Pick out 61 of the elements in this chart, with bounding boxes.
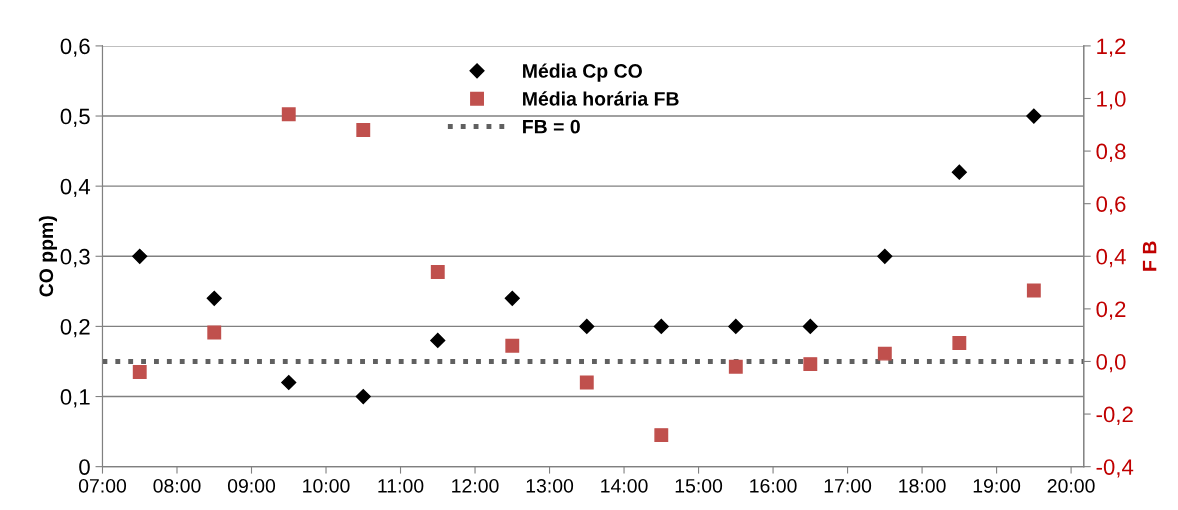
x-tick-label: 07:00	[78, 478, 127, 493]
x-tick-label: 15:00	[675, 478, 723, 493]
y2-tick-label: 0,2	[1096, 301, 1126, 320]
point	[877, 346, 892, 361]
point	[728, 318, 744, 334]
point	[281, 107, 296, 122]
point	[206, 290, 222, 306]
x-tick-label: 11:00	[378, 478, 424, 493]
y-axis-title: CO ppm)	[38, 216, 58, 297]
point	[207, 325, 222, 340]
x-tick-label: 18:00	[899, 478, 946, 493]
y-tick-label: 0,5	[60, 108, 90, 127]
point	[356, 123, 371, 137]
point	[802, 318, 818, 334]
x-tick-label: 09:00	[227, 478, 276, 493]
y2-tick-label: 0,8	[1096, 143, 1126, 162]
point	[505, 338, 520, 353]
legend-label: FB = 0	[523, 119, 580, 134]
y2-tick-label: -0,2	[1096, 406, 1133, 425]
point	[430, 265, 445, 279]
x-tick-label: 12:00	[452, 478, 499, 493]
y2-axis-title: F B	[1142, 241, 1157, 271]
point	[355, 388, 371, 405]
y-tick-label: 0,6	[60, 38, 90, 57]
legend-label: Média Cp CO	[523, 63, 642, 82]
point	[1026, 108, 1042, 124]
y-tick-label: 0,1	[60, 389, 90, 408]
point	[1026, 283, 1041, 298]
point	[281, 374, 297, 391]
y-tick-label: 0,2	[60, 318, 90, 338]
point	[877, 248, 893, 264]
x-tick-label: 08:00	[153, 478, 201, 493]
y2-tick-label: 0,6	[1096, 196, 1126, 215]
y2-tick-label: 0,4	[1096, 248, 1126, 268]
y-tick-label: 0,4	[60, 178, 91, 198]
y-tick-label: 0	[79, 459, 90, 475]
x-tick-label: 16:00	[750, 478, 797, 493]
point	[803, 357, 818, 372]
x-tick-label: 20:00	[1047, 478, 1095, 493]
point	[952, 336, 967, 350]
x-tick-label: 19:00	[973, 478, 1021, 493]
y2-tick-label: 1,0	[1097, 91, 1126, 110]
y2-tick-label: 0,0	[1096, 354, 1126, 373]
point	[728, 359, 743, 374]
point	[579, 318, 595, 334]
x-tick-label: 14:00	[601, 478, 648, 493]
y2-tick-label: 1,2	[1097, 38, 1126, 57]
point	[504, 290, 520, 306]
point	[430, 332, 446, 348]
x-tick-label: 13:00	[526, 478, 574, 493]
legend-label: Média horária FB	[523, 91, 679, 106]
x-tick-label: 17:00	[824, 478, 872, 493]
y-tick-label: 0,3	[60, 248, 90, 268]
point	[579, 375, 594, 390]
point	[951, 164, 967, 180]
x-tick-label: 10:00	[303, 478, 350, 493]
point	[132, 248, 148, 264]
point	[653, 318, 669, 334]
y2-tick-label: -0,4	[1096, 459, 1134, 478]
point	[132, 365, 147, 379]
point	[654, 428, 669, 443]
